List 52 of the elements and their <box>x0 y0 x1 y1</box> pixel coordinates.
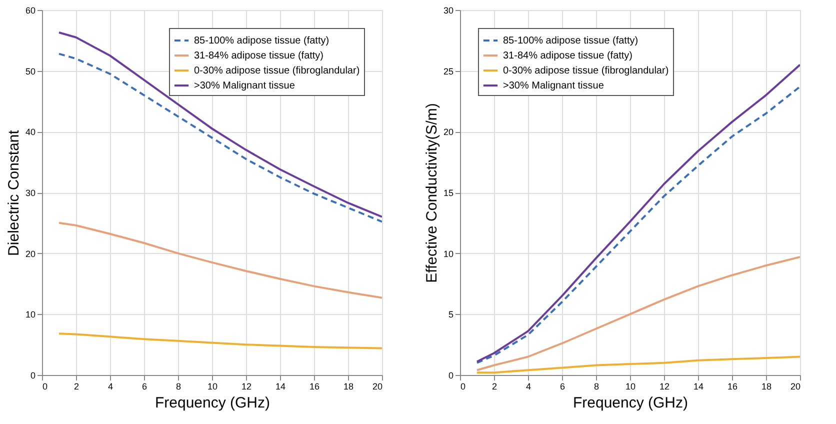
x-tick-label: 6 <box>142 382 148 392</box>
x-tick-label: 14 <box>275 382 286 392</box>
legend-label: 31-84% adipose tissue (fatty) <box>503 50 633 62</box>
line-series <box>476 356 800 374</box>
y-tick-label: 25 <box>443 66 454 76</box>
x-tick-label: 14 <box>693 382 704 392</box>
y-tick-label: 30 <box>443 6 454 16</box>
x-tick-label: 18 <box>343 382 354 392</box>
legend-label: 0-30% adipose tissue (fibroglandular) <box>194 66 360 76</box>
x-tick-label: 18 <box>761 382 772 392</box>
y-tick-label: 20 <box>443 127 454 138</box>
legend-label: 85-100% adipose tissue (fatty) <box>503 36 638 46</box>
x-tick-label: 0 <box>460 382 466 392</box>
y-tick-label: 20 <box>25 248 36 259</box>
line-series <box>476 256 800 372</box>
legend-label: 0-30% adipose tissue (fibroglandular) <box>503 66 669 76</box>
x-tick-label: 16 <box>309 382 320 392</box>
y-tick-label: 10 <box>443 248 454 259</box>
legend-label: 85-100% adipose tissue (fatty) <box>194 36 330 46</box>
x-tick-label: 16 <box>727 382 738 392</box>
x-tick-label: 20 <box>372 382 382 392</box>
legend-label: >30% Malignant tissue <box>503 80 604 92</box>
y-tick-label: 10 <box>25 310 36 320</box>
x-tick-label: 4 <box>108 382 114 392</box>
legend-label: 31-84% adipose tissue (fatty) <box>194 50 324 62</box>
x-tick-label: 8 <box>594 382 600 392</box>
x-tick-label: 0 <box>42 382 48 392</box>
y-tick-label: 0 <box>448 370 454 380</box>
y-tick-label: 15 <box>443 188 454 198</box>
x-tick-label: 12 <box>241 382 252 392</box>
x-tick-label: 8 <box>176 382 182 392</box>
y-tick-label: 5 <box>448 310 454 320</box>
x-tick-label: 2 <box>74 382 80 392</box>
x-tick-label: 6 <box>560 382 566 392</box>
x-tick-label: 12 <box>659 382 670 392</box>
x-tick-label: 20 <box>790 382 800 392</box>
x-tick-label: 2 <box>492 382 498 392</box>
y-tick-label: 50 <box>25 66 36 76</box>
y-tick-label: 30 <box>25 188 36 198</box>
x-axis-title: Frequency (GHz) <box>572 394 688 412</box>
y-axis-title: Effective Conductivity(S/m) <box>423 103 440 283</box>
y-tick-label: 60 <box>25 6 36 16</box>
x-axis-title: Frequency (GHz) <box>154 394 270 412</box>
x-tick-label: 4 <box>526 382 532 392</box>
y-tick-label: 40 <box>25 127 36 138</box>
x-tick-label: 10 <box>625 382 636 392</box>
y-tick-label: 0 <box>30 370 36 380</box>
x-tick-label: 10 <box>207 382 218 392</box>
legend-label: >30% Malignant tissue <box>194 80 296 92</box>
line-series <box>58 222 382 299</box>
line-series <box>58 332 382 350</box>
y-axis-title: Dielectric Constant <box>5 129 22 256</box>
